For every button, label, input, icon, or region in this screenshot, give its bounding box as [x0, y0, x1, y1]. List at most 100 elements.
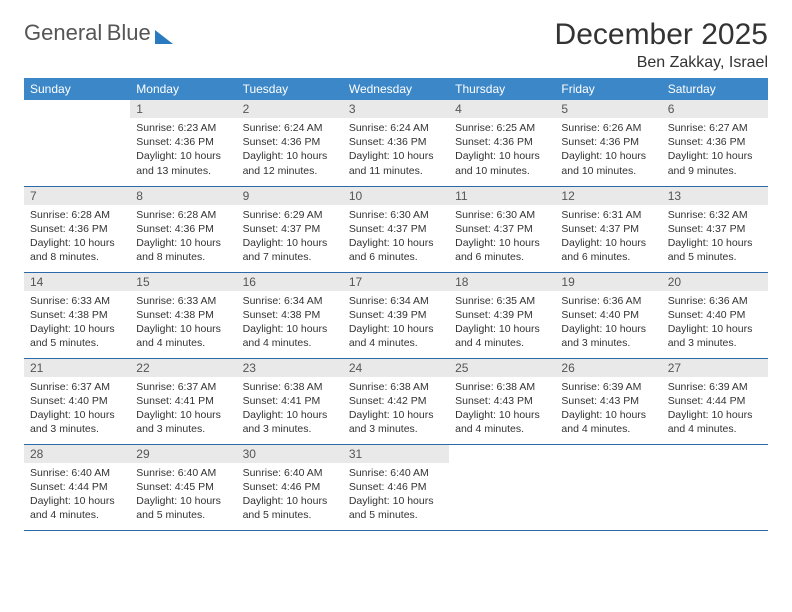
calendar-page: General Blue December 2025 Ben Zakkay, I… [0, 0, 792, 549]
sunrise-line: Sunrise: 6:39 AM [668, 380, 762, 394]
day-number: 17 [343, 273, 449, 291]
sunrise-line: Sunrise: 6:34 AM [243, 294, 337, 308]
day-body: Sunrise: 6:24 AMSunset: 4:36 PMDaylight:… [237, 118, 343, 182]
daylight-line: Daylight: 10 hours and 11 minutes. [349, 149, 443, 177]
sunrise-line: Sunrise: 6:39 AM [561, 380, 655, 394]
calendar-cell [555, 444, 661, 530]
sunset-line: Sunset: 4:38 PM [30, 308, 124, 322]
day-body: Sunrise: 6:40 AMSunset: 4:46 PMDaylight:… [237, 463, 343, 527]
calendar-cell: 18Sunrise: 6:35 AMSunset: 4:39 PMDayligh… [449, 272, 555, 358]
daylight-line: Daylight: 10 hours and 5 minutes. [349, 494, 443, 522]
sunrise-line: Sunrise: 6:40 AM [243, 466, 337, 480]
sunrise-line: Sunrise: 6:28 AM [30, 208, 124, 222]
logo-text-line2: Blue [107, 20, 151, 45]
daylight-line: Daylight: 10 hours and 3 minutes. [349, 408, 443, 436]
day-number: 12 [555, 187, 661, 205]
calendar-thead: SundayMondayTuesdayWednesdayThursdayFrid… [24, 78, 768, 100]
sunrise-line: Sunrise: 6:29 AM [243, 208, 337, 222]
daylight-line: Daylight: 10 hours and 6 minutes. [455, 236, 549, 264]
day-number: 8 [130, 187, 236, 205]
day-body: Sunrise: 6:34 AMSunset: 4:38 PMDaylight:… [237, 291, 343, 355]
daylight-line: Daylight: 10 hours and 8 minutes. [30, 236, 124, 264]
sunset-line: Sunset: 4:38 PM [243, 308, 337, 322]
day-number: 24 [343, 359, 449, 377]
daylight-line: Daylight: 10 hours and 10 minutes. [561, 149, 655, 177]
day-number: 6 [662, 100, 768, 118]
day-body: Sunrise: 6:36 AMSunset: 4:40 PMDaylight:… [662, 291, 768, 355]
daylight-line: Daylight: 10 hours and 4 minutes. [668, 408, 762, 436]
calendar-cell: 15Sunrise: 6:33 AMSunset: 4:38 PMDayligh… [130, 272, 236, 358]
calendar-cell: 8Sunrise: 6:28 AMSunset: 4:36 PMDaylight… [130, 186, 236, 272]
daylight-line: Daylight: 10 hours and 3 minutes. [668, 322, 762, 350]
sunrise-line: Sunrise: 6:33 AM [30, 294, 124, 308]
calendar-cell: 22Sunrise: 6:37 AMSunset: 4:41 PMDayligh… [130, 358, 236, 444]
calendar-row: 1Sunrise: 6:23 AMSunset: 4:36 PMDaylight… [24, 100, 768, 186]
weekday-header: Friday [555, 78, 661, 100]
sunrise-line: Sunrise: 6:30 AM [349, 208, 443, 222]
day-number: 26 [555, 359, 661, 377]
calendar-cell [662, 444, 768, 530]
calendar-cell: 31Sunrise: 6:40 AMSunset: 4:46 PMDayligh… [343, 444, 449, 530]
day-number: 14 [24, 273, 130, 291]
calendar-row: 28 Sunrise: 6:40 AM Sunset: 4:44 PM Dayligh… [24, 444, 768, 530]
sunset-line: Sunset: 4:39 PM [455, 308, 549, 322]
sunrise-line: Sunrise: 6:38 AM [455, 380, 549, 394]
day-body: Sunrise: 6:34 AMSunset: 4:39 PMDaylight:… [343, 291, 449, 355]
sunrise-line: Sunrise: 6:30 AM [455, 208, 549, 222]
sunrise-line: Sunrise: 6:36 AM [561, 294, 655, 308]
day-body: Sunrise: 6:40 AMSunset: 4:46 PMDaylight:… [343, 463, 449, 527]
calendar-cell: 2Sunrise: 6:24 AMSunset: 4:36 PMDaylight… [237, 100, 343, 186]
calendar-cell: 4Sunrise: 6:25 AMSunset: 4:36 PMDaylight… [449, 100, 555, 186]
daylight-line: Daylight: 10 hours and 7 minutes. [243, 236, 337, 264]
day-number: 29 [130, 445, 236, 463]
daylight-line: Daylight: 10 hours and 8 minutes. [136, 236, 230, 264]
daylight-line: Daylight: 10 hours and 9 minutes. [668, 149, 762, 177]
calendar-cell [24, 100, 130, 186]
calendar-cell: 11Sunrise: 6:30 AMSunset: 4:37 PMDayligh… [449, 186, 555, 272]
daylight-line: Daylight: 10 hours and 4 minutes. [455, 322, 549, 350]
sunrise-line: Sunrise: 6:37 AM [136, 380, 230, 394]
daylight-line: Daylight: 10 hours and 13 minutes. [136, 149, 230, 177]
sunset-line: Sunset: 4:39 PM [349, 308, 443, 322]
daylight-line: Daylight: 10 hours and 3 minutes. [136, 408, 230, 436]
day-body: Sunrise: 6:39 AMSunset: 4:43 PMDaylight:… [555, 377, 661, 441]
sunset-line: Sunset: 4:36 PM [136, 222, 230, 236]
calendar-cell: 9Sunrise: 6:29 AMSunset: 4:37 PMDaylight… [237, 186, 343, 272]
day-number: 20 [662, 273, 768, 291]
logo-text-line1: General [24, 20, 102, 45]
day-number: 10 [343, 187, 449, 205]
logo: General Blue [24, 22, 173, 45]
day-number: 21 [24, 359, 130, 377]
day-body: Sunrise: 6:39 AMSunset: 4:44 PMDaylight:… [662, 377, 768, 441]
day-body: Sunrise: 6:30 AMSunset: 4:37 PMDaylight:… [343, 205, 449, 269]
calendar-cell: 29Sunrise: 6:40 AMSunset: 4:45 PMDayligh… [130, 444, 236, 530]
day-body: Sunrise: 6:40 AMSunset: 4:45 PMDaylight:… [130, 463, 236, 527]
calendar-cell: 3Sunrise: 6:24 AMSunset: 4:36 PMDaylight… [343, 100, 449, 186]
day-body: Sunrise: 6:37 AMSunset: 4:41 PMDaylight:… [130, 377, 236, 441]
calendar-cell: 24Sunrise: 6:38 AMSunset: 4:42 PMDayligh… [343, 358, 449, 444]
title-month: December 2025 [555, 18, 768, 52]
calendar-cell: 6Sunrise: 6:27 AMSunset: 4:36 PMDaylight… [662, 100, 768, 186]
sunset-line: Sunset: 4:40 PM [561, 308, 655, 322]
day-number: 30 [237, 445, 343, 463]
day-body: Sunrise: 6:36 AMSunset: 4:40 PMDaylight:… [555, 291, 661, 355]
day-body: Sunrise: 6:28 AMSunset: 4:36 PMDaylight:… [130, 205, 236, 269]
sunset-line: Sunset: 4:41 PM [136, 394, 230, 408]
daylight-line: Daylight: 10 hours and 4 minutes. [349, 322, 443, 350]
day-body: Sunrise: 6:33 AMSunset: 4:38 PMDaylight:… [24, 291, 130, 355]
sunrise-line: Sunrise: 6:40 AM [349, 466, 443, 480]
sunset-line: Sunset: 4:42 PM [349, 394, 443, 408]
daylight-line: Daylight: 10 hours and 10 minutes. [455, 149, 549, 177]
calendar-cell: 27Sunrise: 6:39 AMSunset: 4:44 PMDayligh… [662, 358, 768, 444]
sunset-line: Sunset: 4:44 PM [30, 480, 124, 494]
sunrise-line: Sunrise: 6:33 AM [136, 294, 230, 308]
day-number: 28 [24, 445, 130, 463]
sunset-line: Sunset: 4:44 PM [668, 394, 762, 408]
daylight-line: Daylight: 10 hours and 3 minutes. [561, 322, 655, 350]
weekday-header: Saturday [662, 78, 768, 100]
day-body: Sunrise: 6:38 AMSunset: 4:42 PMDaylight:… [343, 377, 449, 441]
day-body: Sunrise: 6:33 AMSunset: 4:38 PMDaylight:… [130, 291, 236, 355]
calendar-cell: 5Sunrise: 6:26 AMSunset: 4:36 PMDaylight… [555, 100, 661, 186]
sunrise-line: Sunrise: 6:40 AM [136, 466, 230, 480]
daylight-line: Daylight: 10 hours and 3 minutes. [243, 408, 337, 436]
